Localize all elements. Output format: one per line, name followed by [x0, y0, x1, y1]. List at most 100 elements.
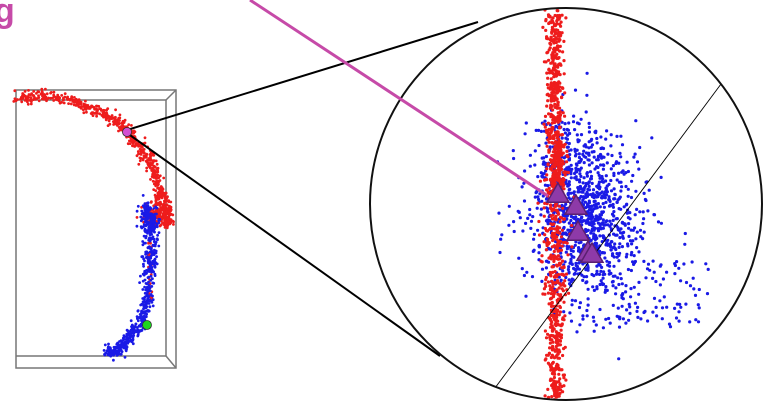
zoom-blue-point — [677, 310, 681, 314]
zoom-blue-point — [525, 270, 529, 274]
zoom-blue-point — [583, 200, 588, 204]
overview-red-point — [37, 96, 41, 99]
zoom-red-point — [557, 333, 561, 337]
overview-red-point — [74, 98, 78, 102]
overview-blue-point — [146, 201, 149, 205]
overview-red-point — [66, 98, 69, 101]
zoom-blue-point — [638, 210, 642, 214]
overview-red-point — [154, 180, 158, 184]
overview-red-point — [155, 175, 159, 178]
zoom-blue-point — [585, 71, 589, 75]
overview-red-point — [132, 131, 136, 135]
zoom-blue-point — [600, 174, 604, 179]
overview-blue-point — [146, 259, 150, 263]
zoom-blue-point — [619, 155, 623, 159]
zoom-red-point — [542, 122, 546, 126]
zoom-blue-point — [592, 288, 597, 292]
overview-red-point — [32, 94, 36, 97]
overview-red-point — [169, 218, 173, 222]
zoom-red-point — [553, 182, 558, 186]
zoom-red-point — [559, 24, 563, 28]
zoom-blue-point — [684, 302, 688, 306]
zoom-red-point — [558, 391, 562, 395]
zoom-blue-point — [599, 135, 603, 139]
zoom-blue-point — [601, 180, 606, 184]
zoom-red-point — [565, 149, 569, 153]
overview-blue-point — [147, 275, 151, 279]
zoom-red-point — [561, 206, 565, 210]
zoom-blue-point — [656, 220, 661, 224]
zoom-blue-point — [565, 233, 569, 237]
overview-red-point — [149, 166, 152, 170]
overview-blue-point — [144, 234, 148, 238]
zoom-blue-point — [517, 256, 521, 260]
overview-blue-point — [148, 263, 152, 266]
zoom-red-point — [550, 56, 554, 60]
zoom-red-point — [555, 353, 559, 357]
zoom-red-point — [554, 177, 558, 181]
overview-blue-point — [144, 288, 148, 292]
zoom-red-point — [563, 91, 567, 95]
zoom-blue-point — [595, 191, 599, 195]
zoom-red-point — [556, 308, 560, 312]
zoom-blue-point — [598, 234, 602, 238]
zoom-blue-point — [586, 182, 590, 186]
overview-red-point — [162, 202, 165, 206]
overview-blue-point — [140, 212, 144, 216]
zoom-blue-point — [528, 207, 532, 212]
zoom-blue-point — [599, 269, 603, 273]
zoom-blue-point — [569, 176, 573, 180]
zoom-red-point — [549, 214, 553, 218]
overview-blue-point — [121, 336, 125, 340]
zoom-blue-point — [540, 267, 545, 271]
overview-red-point — [115, 120, 119, 123]
overview-blue-point — [155, 255, 159, 258]
zoom-blue-point — [546, 207, 550, 211]
zoom-blue-point — [566, 133, 570, 137]
zoom-blue-point — [585, 93, 589, 97]
zoom-blue-point — [622, 172, 626, 176]
zoom-blue-point — [606, 238, 610, 242]
zoom-blue-point — [569, 259, 573, 263]
overview-red-point — [77, 99, 81, 102]
zoom-red-point — [545, 353, 549, 357]
overview-red-point — [153, 173, 157, 176]
zoom-blue-point — [566, 267, 571, 272]
zoom-blue-point — [562, 310, 566, 314]
zoom-blue-point — [608, 203, 613, 207]
zoom-blue-point — [611, 202, 615, 207]
zoom-blue-point — [679, 305, 683, 309]
overview-blue-point — [151, 298, 155, 302]
zoom-blue-point — [579, 117, 583, 121]
zoom-blue-point — [587, 184, 591, 188]
overview-red-point — [163, 226, 167, 229]
zoom-blue-point — [626, 169, 631, 174]
zoom-red-point — [543, 292, 547, 296]
zoom-blue-point — [562, 225, 566, 230]
overview-blue-point — [136, 319, 140, 323]
zoom-red-point — [555, 18, 560, 22]
overview-red-point — [98, 107, 102, 111]
zoom-blue-point — [614, 161, 618, 166]
zoom-blue-point — [610, 153, 614, 158]
overview-blue-point — [106, 352, 110, 355]
overview-blue-point — [125, 345, 129, 349]
zoom-blue-point — [579, 166, 583, 170]
zoom-red-point — [550, 154, 554, 158]
overview-red-point — [13, 97, 17, 101]
zoom-blue-point — [579, 174, 583, 178]
overview-red-point — [147, 164, 151, 167]
zoom-red-point — [553, 392, 557, 396]
overview-blue-point — [140, 218, 144, 221]
overview-red-point — [52, 99, 56, 102]
overview-red-point — [147, 241, 150, 245]
zoom-blue-point — [569, 163, 573, 167]
zoom-blue-point — [607, 198, 612, 202]
zoom-red-point — [557, 39, 561, 43]
zoom-blue-point — [524, 294, 528, 298]
zoom-blue-point — [622, 230, 626, 234]
zoom-red-point — [550, 338, 554, 342]
zoom-blue-point — [595, 165, 599, 169]
overview-blue-point — [131, 335, 135, 339]
zoom-red-point — [557, 372, 561, 376]
